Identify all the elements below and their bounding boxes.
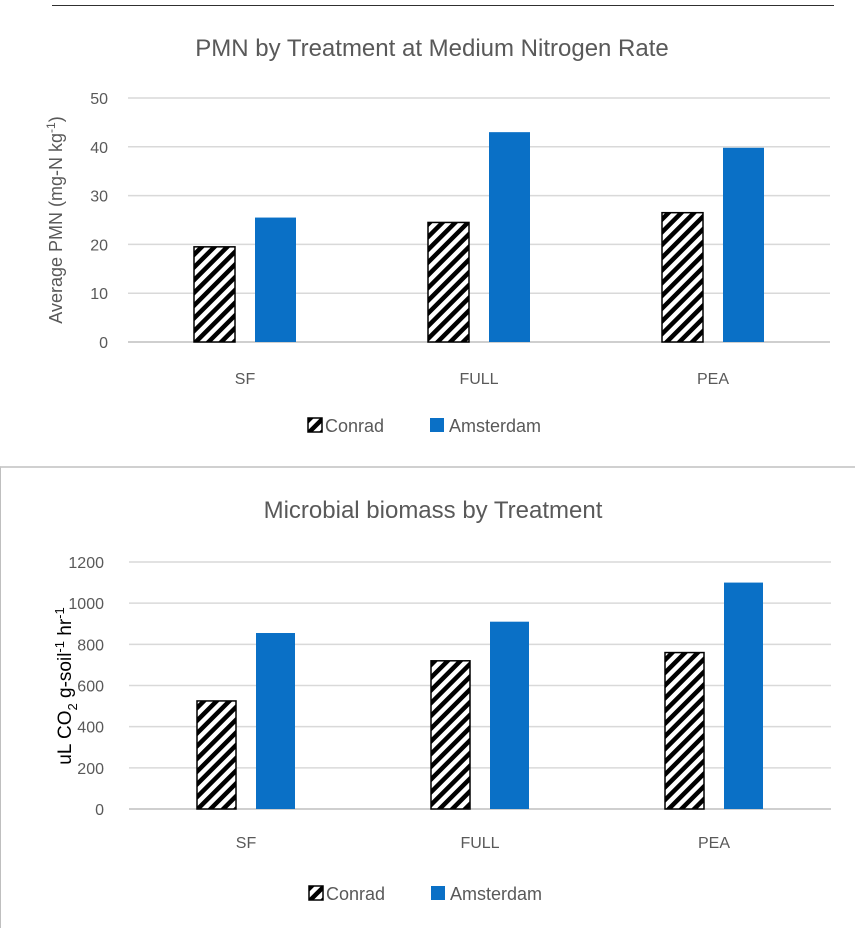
bar-amsterdam-pea [723,147,764,342]
legend-swatch-conrad [308,885,324,901]
y-tick-label: 40 [90,140,108,157]
x-category-label: FULL [459,371,498,388]
y-tick-label: 30 [90,189,108,206]
pmn-chart-svg: PMN by Treatment at Medium Nitrogen Rate… [44,35,830,436]
bar-amsterdam-full [490,621,529,809]
bar-conrad-pea [661,211,704,343]
y-axis-label: uL CO2 g-soil-1 hr-1 [52,607,80,764]
x-category-label: SF [236,835,257,852]
y-tick-label: 50 [90,91,108,108]
bar-conrad-sf [196,700,237,810]
legend-swatch-conrad [307,417,323,433]
bar-conrad-pea [664,651,705,810]
y-tick-label: 800 [77,637,104,654]
legend-label-conrad: Conrad [325,416,384,436]
biomass-chart-svg: Microbial biomass by Treatment uL CO2 g-… [52,497,831,904]
legend: Conrad Amsterdam [308,884,542,904]
bar-conrad-full [427,221,470,343]
x-category-label: PEA [698,835,730,852]
x-category-label: PEA [697,371,729,388]
y-tick-label: 10 [90,286,108,303]
bar-amsterdam-pea [724,582,763,809]
y-tick-label: 1200 [68,555,104,572]
legend-swatch-amsterdam [431,886,445,900]
x-category-label: FULL [460,835,499,852]
chart-title: Microbial biomass by Treatment [264,497,603,524]
y-tick-label: 1000 [68,596,104,613]
y-tick-label: 20 [90,237,108,254]
top-border-line [52,5,834,6]
bar-amsterdam-sf [255,217,296,342]
bar-conrad-sf [193,246,236,343]
legend-label-amsterdam: Amsterdam [450,884,542,904]
y-tick-label: 400 [77,720,104,737]
bar-amsterdam-full [489,132,530,342]
y-tick-label: 0 [99,335,108,352]
y-axis-label: Average PMN (mg-N kg-1) [44,116,66,323]
chart-panel-pmn: PMN by Treatment at Medium Nitrogen Rate… [44,5,834,436]
legend: Conrad Amsterdam [307,416,541,436]
chart-panel-biomass: Microbial biomass by Treatment uL CO2 g-… [0,466,855,928]
chart-title: PMN by Treatment at Medium Nitrogen Rate [195,35,669,62]
y-tick-label: 600 [77,679,104,696]
bar-conrad-full [430,660,471,810]
legend-label-amsterdam: Amsterdam [449,416,541,436]
x-category-label: SF [235,371,256,388]
y-tick-label: 0 [95,802,104,819]
bar-amsterdam-sf [256,633,295,809]
y-tick-label: 200 [77,761,104,778]
legend-swatch-amsterdam [430,418,444,432]
legend-label-conrad: Conrad [326,884,385,904]
